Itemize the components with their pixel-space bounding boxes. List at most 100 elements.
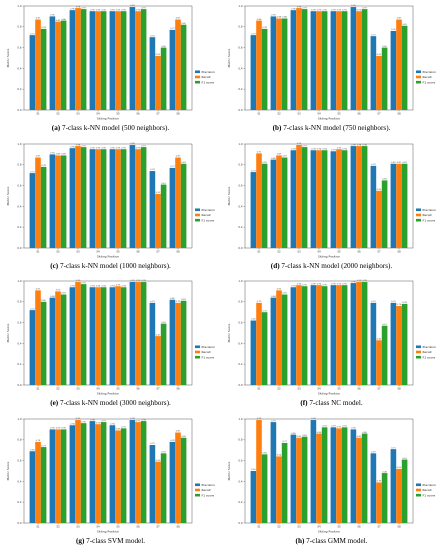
data-label: 0.95: [317, 9, 322, 11]
bar-f1-score-s3: [301, 9, 308, 110]
data-label: 0.91: [36, 289, 41, 291]
x-tick-label: S4: [96, 524, 100, 528]
x-tick-label: S5: [116, 249, 120, 253]
chart-panel-c: 0.0 0.2 0.4 0.6 0.8 1.0 Metric Score 0.72 0.87 0.…: [0, 138, 221, 276]
y-tick-label: 0.2: [17, 500, 21, 504]
bar-f1-score-s1: [40, 28, 47, 111]
panel-caption: (h) 7-class GMM model.: [221, 537, 442, 545]
legend-entry: Recall: [202, 350, 211, 354]
x-tick-label: S6: [357, 249, 361, 253]
panel-tag: (e): [50, 399, 59, 407]
y-tick-label: 0.4: [238, 479, 242, 483]
x-tick-label: S6: [357, 524, 361, 528]
data-label: 0.95: [116, 284, 121, 286]
bar-recall-s7: [155, 193, 161, 248]
data-label: 0.95: [101, 147, 106, 149]
x-tick-label: S1: [257, 524, 261, 528]
bar-precision-s7: [370, 165, 377, 248]
y-tick-label: 0.4: [17, 479, 21, 483]
x-tick-label: S8: [176, 249, 180, 253]
x-tick-label: S4: [96, 249, 100, 253]
data-label: 0.92: [331, 425, 336, 427]
x-tick-label: S2: [56, 387, 60, 391]
data-label: 0.97: [136, 420, 141, 422]
bar-recall-s5: [336, 427, 342, 523]
bar-precision-s1: [250, 35, 257, 111]
x-tick-label: S6: [136, 387, 140, 391]
bar-precision-s6: [129, 419, 136, 523]
data-label: 0.94: [291, 285, 296, 287]
data-label: 0.99: [141, 280, 146, 282]
data-label: 0.76: [391, 29, 396, 31]
plot-frame: [23, 280, 193, 386]
x-tick-label: S2: [56, 524, 60, 528]
legend-swatch: [195, 482, 200, 486]
data-label: 0.97: [271, 420, 276, 422]
data-label: 0.82: [181, 23, 186, 25]
x-tick-label: S8: [176, 387, 180, 391]
bar-precision-s5: [109, 424, 116, 523]
y-tick-label: 1.0: [238, 416, 242, 420]
bar-recall-s4: [316, 285, 322, 385]
data-label: 0.97: [302, 145, 307, 147]
data-label: 0.93: [331, 149, 336, 151]
bar-f1-score-s3: [80, 422, 87, 523]
bar-recall-s2: [55, 291, 61, 385]
data-label: 0.86: [257, 19, 262, 21]
data-label: 0.96: [337, 283, 342, 285]
x-tick-label: S5: [337, 112, 341, 116]
bar-recall-s4: [316, 433, 322, 523]
x-tick-label: S1: [257, 387, 261, 391]
data-label: 0.95: [302, 284, 307, 286]
data-label: 0.47: [156, 334, 161, 336]
y-tick-label: 0.8: [17, 162, 21, 166]
x-tick-label: S3: [297, 524, 301, 528]
data-label: 0.75: [150, 443, 155, 445]
x-tick-label: S6: [357, 387, 361, 391]
y-axis-label: Metric Score: [227, 461, 231, 480]
x-tick-label: S8: [397, 249, 401, 253]
bar-precision-s1: [250, 320, 257, 385]
data-label: 0.79: [391, 301, 396, 303]
bar-chart: 0.0 0.2 0.4 0.6 0.8 1.0 Metric Score 0.72 0.86 0.…: [227, 4, 436, 121]
legend-swatch: [416, 345, 421, 349]
data-label: 0.94: [110, 423, 115, 425]
legend-swatch: [416, 218, 421, 221]
bar-f1-score-s2: [281, 442, 288, 523]
data-label: 0.91: [277, 289, 282, 291]
data-label: 0.59: [161, 322, 166, 324]
bar-recall-s3: [75, 282, 81, 385]
x-tick-label: S2: [277, 387, 281, 391]
panel-caption-text: 7-class k-NN model (500 neighbors).: [60, 124, 170, 132]
bar-recall-s1: [256, 152, 262, 248]
bar-f1-score-s2: [60, 20, 67, 111]
y-tick-label: 0.2: [238, 87, 242, 91]
data-label: 0.52: [156, 54, 161, 56]
plot-frame: [23, 143, 193, 248]
legend-swatch: [195, 488, 200, 491]
data-label: 0.94: [291, 148, 296, 150]
bar-f1-score-s7: [160, 184, 167, 248]
data-label: 0.95: [90, 9, 95, 11]
data-label: 0.98: [90, 419, 95, 421]
y-tick-label: 1.0: [238, 141, 242, 145]
bar-recall-s4: [95, 148, 101, 248]
bar-f1-score-s1: [261, 163, 268, 248]
bar-recall-s6: [356, 282, 362, 385]
data-label: 0.89: [61, 153, 66, 155]
legend-entry: F1 score: [202, 218, 215, 222]
bar-recall-s7: [376, 481, 382, 523]
data-label: 0.97: [302, 7, 307, 9]
data-label: 0.60: [161, 46, 166, 48]
bar-recall-s6: [135, 148, 141, 248]
bar-precision-s3: [69, 287, 76, 385]
data-label: 0.84: [50, 296, 55, 298]
bar-f1-score-s3: [80, 146, 87, 248]
data-label: 0.99: [311, 418, 316, 420]
bar-recall-s7: [376, 55, 382, 110]
bar-precision-s6: [350, 428, 357, 523]
bar-precision-s7: [370, 302, 377, 385]
data-label: 0.94: [110, 285, 115, 287]
legend-swatch: [195, 218, 200, 221]
